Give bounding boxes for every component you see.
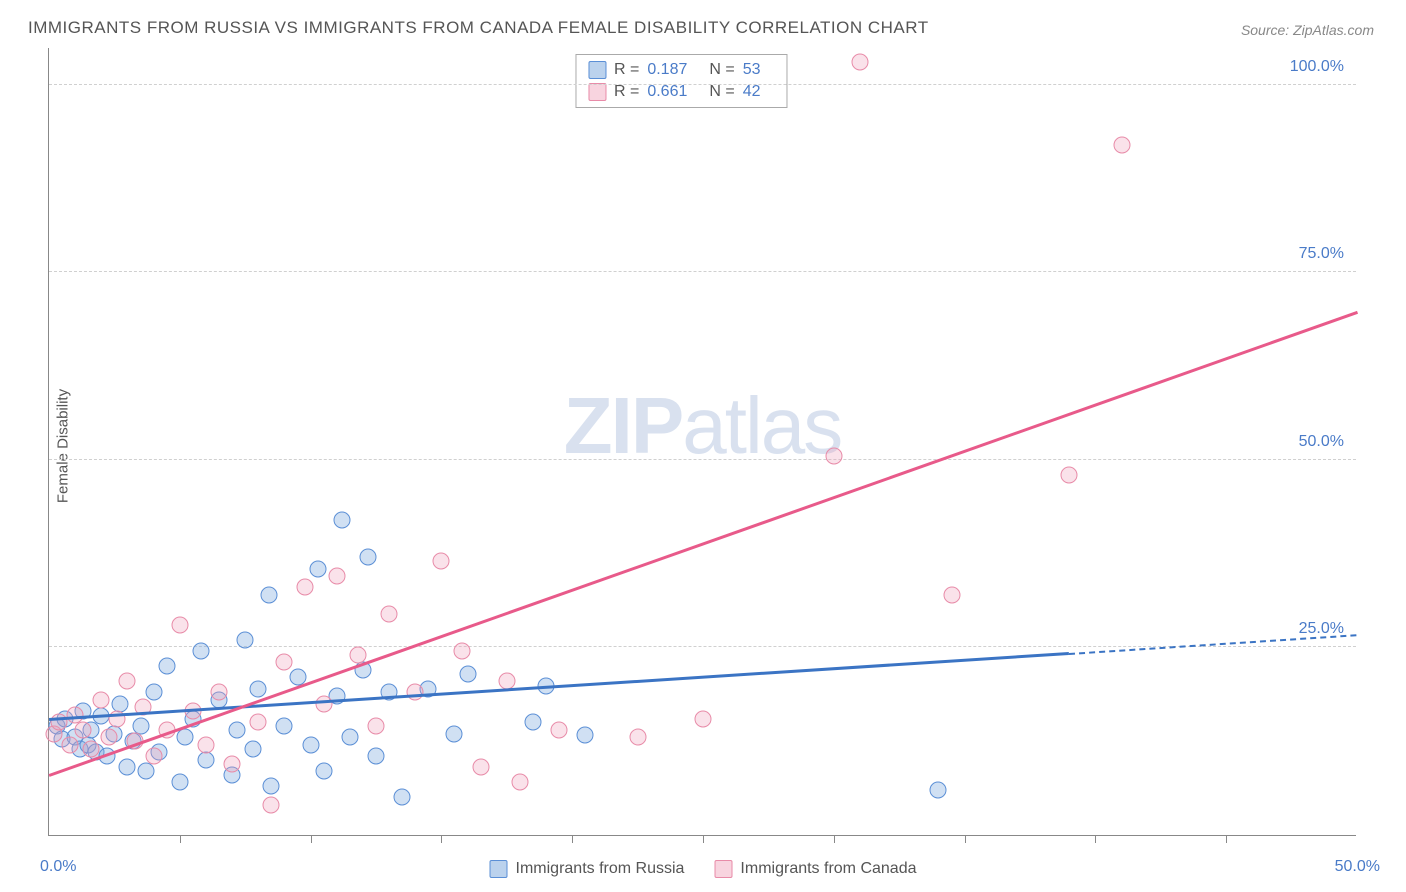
stat-r-canada: 0.661 <box>647 83 687 101</box>
data-point <box>119 759 136 776</box>
data-point <box>825 448 842 465</box>
data-point <box>629 729 646 746</box>
data-point <box>368 748 385 765</box>
data-point <box>1061 466 1078 483</box>
x-tick <box>441 835 442 843</box>
data-point <box>263 796 280 813</box>
bottom-legend: Immigrants from Russia Immigrants from C… <box>490 860 917 878</box>
data-point <box>197 751 214 768</box>
data-point <box>137 763 154 780</box>
chart-title: IMMIGRANTS FROM RUSSIA VS IMMIGRANTS FRO… <box>28 18 929 38</box>
data-point <box>943 586 960 603</box>
x-tick <box>1226 835 1227 843</box>
data-point <box>577 727 594 744</box>
data-point <box>229 721 246 738</box>
x-tick <box>965 835 966 843</box>
data-point <box>381 605 398 622</box>
data-point <box>349 646 366 663</box>
data-point <box>93 691 110 708</box>
data-point <box>224 755 241 772</box>
data-point <box>407 684 424 701</box>
x-tick <box>1095 835 1096 843</box>
swatch-icon <box>588 83 606 101</box>
data-point <box>237 631 254 648</box>
data-point <box>394 789 411 806</box>
y-tick-label: 50.0% <box>1299 433 1344 451</box>
y-tick-label: 75.0% <box>1299 245 1344 263</box>
legend-item-russia: Immigrants from Russia <box>490 860 685 878</box>
data-point <box>82 740 99 757</box>
data-point <box>245 740 262 757</box>
trend-line <box>49 311 1358 776</box>
data-point <box>197 736 214 753</box>
data-point <box>454 643 471 660</box>
swatch-icon <box>490 860 508 878</box>
data-point <box>851 54 868 71</box>
data-point <box>250 714 267 731</box>
data-point <box>1113 136 1130 153</box>
data-point <box>472 759 489 776</box>
legend-item-canada: Immigrants from Canada <box>714 860 916 878</box>
data-point <box>315 695 332 712</box>
x-tick <box>311 835 312 843</box>
data-point <box>511 774 528 791</box>
gridline <box>49 271 1356 272</box>
gridline <box>49 459 1356 460</box>
x-tick <box>834 835 835 843</box>
y-tick-label: 100.0% <box>1290 58 1344 76</box>
data-point <box>145 684 162 701</box>
data-point <box>524 714 541 731</box>
swatch-icon <box>714 860 732 878</box>
data-point <box>360 549 377 566</box>
data-point <box>276 718 293 735</box>
x-tick-50: 50.0% <box>1335 858 1380 876</box>
data-point <box>177 729 194 746</box>
data-point <box>101 729 118 746</box>
data-point <box>368 718 385 735</box>
data-point <box>459 665 476 682</box>
gridline <box>49 84 1356 85</box>
data-point <box>551 721 568 738</box>
stat-n-canada: 42 <box>743 83 761 101</box>
data-point <box>328 568 345 585</box>
swatch-icon <box>588 61 606 79</box>
data-point <box>310 560 327 577</box>
x-tick <box>703 835 704 843</box>
stats-row-russia: R = 0.187 N = 53 <box>588 59 775 81</box>
data-point <box>119 673 136 690</box>
source-attribution: Source: ZipAtlas.com <box>1241 22 1374 38</box>
data-point <box>263 778 280 795</box>
data-point <box>171 616 188 633</box>
trend-line <box>49 652 1069 721</box>
stats-legend-box: R = 0.187 N = 53 R = 0.661 N = 42 <box>575 54 788 108</box>
data-point <box>145 748 162 765</box>
data-point <box>315 763 332 780</box>
data-point <box>61 736 78 753</box>
data-point <box>171 774 188 791</box>
data-point <box>446 725 463 742</box>
data-point <box>260 586 277 603</box>
data-point <box>276 654 293 671</box>
x-tick <box>180 835 181 843</box>
data-point <box>930 781 947 798</box>
data-point <box>192 643 209 660</box>
data-point <box>341 729 358 746</box>
stat-n-russia: 53 <box>743 61 761 79</box>
data-point <box>302 736 319 753</box>
data-point <box>433 553 450 570</box>
x-tick <box>572 835 573 843</box>
trend-line <box>1069 634 1357 655</box>
stat-r-russia: 0.187 <box>647 61 687 79</box>
data-point <box>158 658 175 675</box>
data-point <box>211 684 228 701</box>
data-point <box>250 680 267 697</box>
plot-area: ZIPatlas R = 0.187 N = 53 R = 0.661 N = … <box>48 48 1356 836</box>
data-point <box>75 721 92 738</box>
data-point <box>695 710 712 727</box>
x-tick-0: 0.0% <box>40 858 76 876</box>
data-point <box>297 579 314 596</box>
data-point <box>333 511 350 528</box>
